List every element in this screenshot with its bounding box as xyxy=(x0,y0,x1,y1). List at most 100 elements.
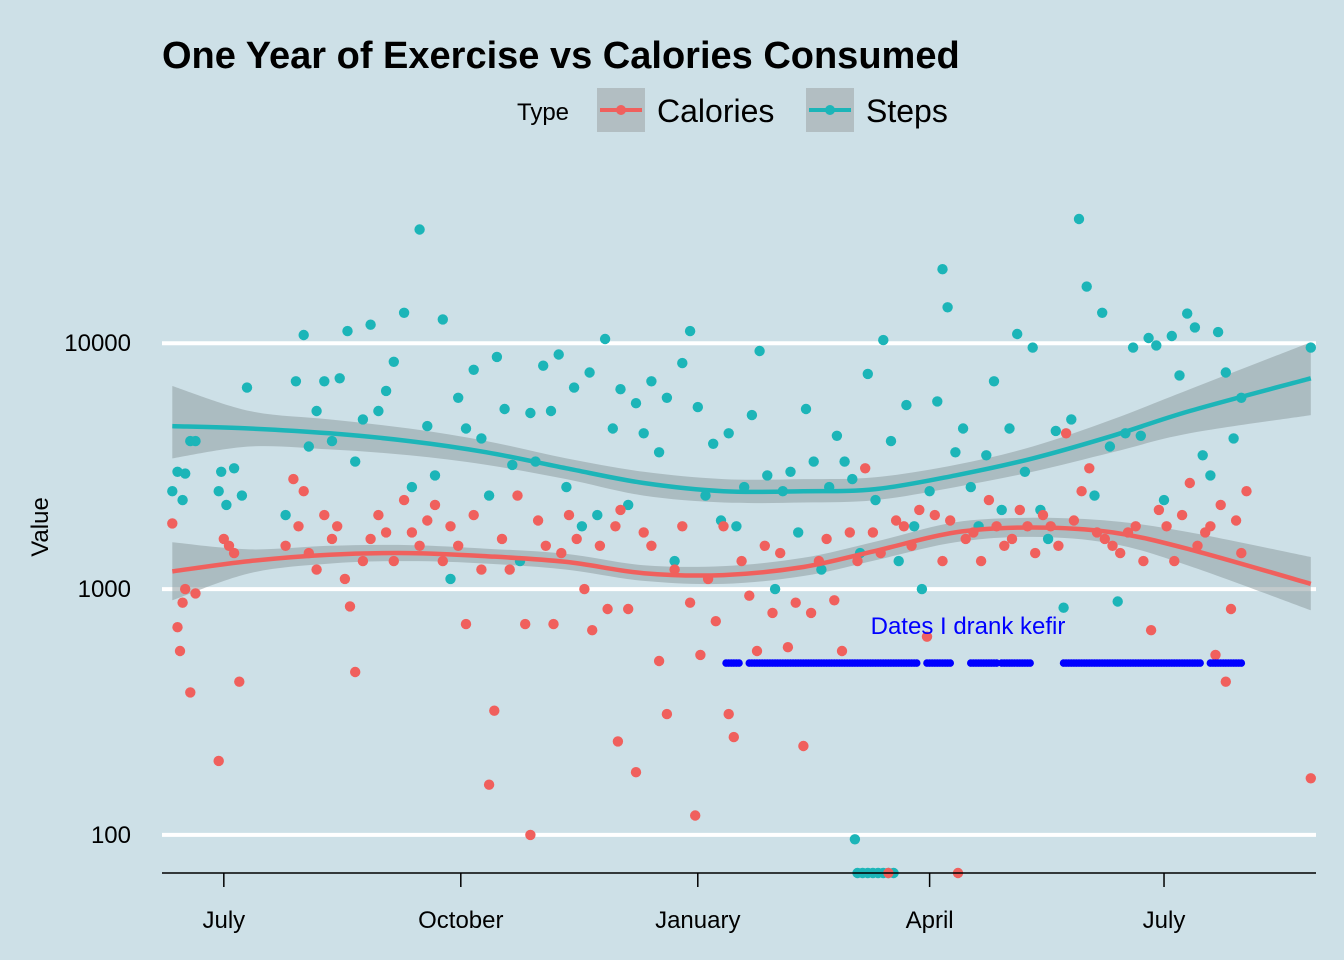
point-calories xyxy=(594,540,606,551)
point-steps xyxy=(607,423,618,434)
point-calories xyxy=(468,509,479,521)
point-calories xyxy=(1053,540,1064,551)
point-calories xyxy=(945,515,956,526)
point-calories xyxy=(380,527,392,538)
point-steps xyxy=(942,302,953,313)
point-calories xyxy=(860,463,871,474)
point-steps xyxy=(1220,367,1232,378)
point-steps xyxy=(538,360,549,371)
y-tick-label: 1000 xyxy=(78,576,131,603)
point-steps xyxy=(177,494,188,506)
point-steps xyxy=(885,435,897,447)
point-steps xyxy=(236,490,248,501)
point-calories xyxy=(406,527,418,538)
point-calories xyxy=(767,607,778,619)
point-steps xyxy=(1081,281,1092,292)
point-calories xyxy=(1192,540,1203,551)
point-steps xyxy=(568,382,580,393)
point-calories xyxy=(1099,533,1111,545)
point-steps xyxy=(754,345,765,357)
point-calories xyxy=(898,521,910,532)
point-steps xyxy=(700,490,711,501)
point-steps xyxy=(584,367,595,378)
legend-label-steps: Steps xyxy=(866,93,948,129)
point-steps xyxy=(615,384,626,395)
point-steps xyxy=(350,456,361,467)
point-calories xyxy=(177,597,188,608)
point-calories xyxy=(483,779,495,790)
point-steps xyxy=(785,466,796,477)
point-calories xyxy=(1161,521,1172,532)
point-steps xyxy=(334,373,345,384)
kefir-date-marker xyxy=(946,659,954,667)
point-steps xyxy=(406,481,418,493)
point-steps xyxy=(800,403,812,415)
point-calories xyxy=(1115,547,1126,559)
point-steps xyxy=(592,509,603,521)
point-calories xyxy=(548,618,559,630)
point-steps xyxy=(731,521,742,532)
point-steps xyxy=(373,405,384,417)
point-calories xyxy=(1107,540,1118,551)
point-steps xyxy=(414,224,425,235)
y-tick-label: 100 xyxy=(91,822,131,849)
point-calories xyxy=(223,540,235,551)
point-calories xyxy=(512,490,523,501)
annotation-label: Dates I drank kefir xyxy=(871,613,1066,640)
point-calories xyxy=(836,645,848,657)
point-calories xyxy=(975,555,987,567)
point-steps xyxy=(1212,326,1224,338)
point-steps xyxy=(769,583,781,595)
point-calories xyxy=(1076,486,1087,497)
point-calories xyxy=(504,564,515,575)
point-calories xyxy=(937,555,948,567)
point-calories xyxy=(661,708,673,720)
confidence-bands xyxy=(172,342,1311,611)
point-calories xyxy=(213,755,224,767)
grid-layer xyxy=(162,341,1316,837)
x-tick-label: October xyxy=(418,907,503,934)
point-steps xyxy=(499,403,510,415)
point-calories xyxy=(1220,676,1232,687)
point-steps xyxy=(491,351,503,363)
point-calories xyxy=(690,810,701,821)
point-steps xyxy=(669,555,680,567)
point-steps xyxy=(342,325,353,337)
point-calories xyxy=(630,767,642,778)
point-steps xyxy=(996,504,1007,516)
x-axis: July October January April July xyxy=(162,872,1316,934)
legend-dot-calories xyxy=(616,105,626,115)
point-steps xyxy=(241,382,253,393)
point-steps xyxy=(808,456,819,467)
point-steps xyxy=(1182,308,1193,319)
point-steps xyxy=(988,376,1000,387)
point-calories xyxy=(602,603,613,615)
point-steps xyxy=(319,376,330,387)
trend-line-calories xyxy=(172,525,1312,587)
point-steps xyxy=(1027,342,1038,353)
point-steps xyxy=(388,356,399,367)
point-steps xyxy=(445,573,456,585)
point-calories xyxy=(422,515,433,526)
point-calories xyxy=(326,533,338,545)
point-calories xyxy=(921,631,933,642)
point-steps xyxy=(221,499,232,511)
point-calories xyxy=(167,518,178,529)
point-calories xyxy=(653,655,665,667)
point-calories xyxy=(1176,509,1188,521)
point-steps xyxy=(762,470,773,481)
point-steps xyxy=(180,468,191,479)
point-calories xyxy=(174,645,186,657)
point-calories xyxy=(829,595,840,606)
point-steps xyxy=(793,527,804,538)
point-calories xyxy=(476,564,487,575)
point-calories xyxy=(540,540,551,551)
point-calories xyxy=(460,618,472,630)
point-steps xyxy=(661,392,673,403)
point-calories xyxy=(1014,504,1025,516)
legend: Type Calories Steps xyxy=(517,88,948,132)
y-tick-label: 10000 xyxy=(64,330,131,357)
point-steps xyxy=(311,405,322,417)
point-steps xyxy=(981,450,992,461)
y-axis-ticks: 100 1000 10000 xyxy=(64,330,131,849)
